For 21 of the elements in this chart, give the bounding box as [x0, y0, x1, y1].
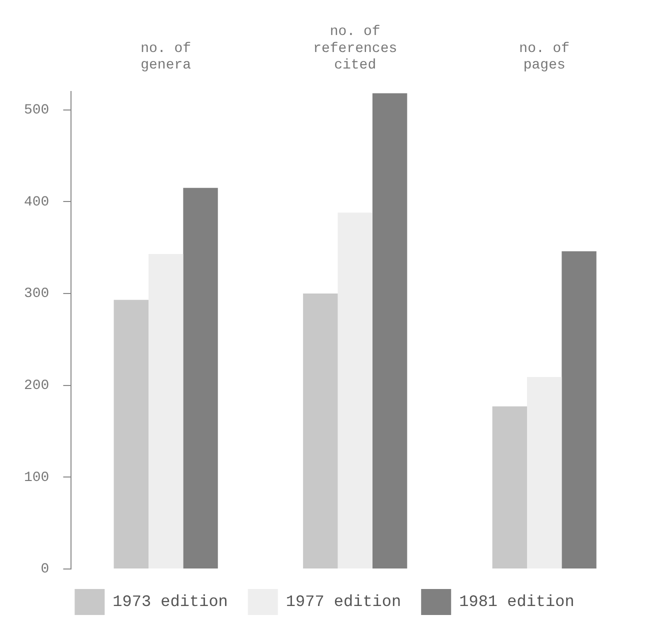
bar — [372, 93, 408, 568]
y-tick-label: 200 — [24, 378, 50, 394]
x-tick-label: no. of genera — [140, 40, 192, 74]
bar — [527, 377, 562, 568]
bar — [148, 254, 184, 568]
y-tick-label: 100 — [24, 470, 50, 486]
legend-label: 1981 edition — [459, 593, 574, 612]
bar — [338, 212, 372, 568]
bar — [183, 188, 218, 568]
y-tick-label: 300 — [24, 286, 50, 302]
bar — [492, 406, 528, 568]
bar — [562, 251, 596, 568]
x-tick-label: no. of pages — [519, 40, 570, 74]
legend-label: 1973 edition — [112, 593, 228, 612]
y-tick-label: 400 — [24, 194, 50, 210]
y-tick-label: 500 — [24, 102, 50, 118]
x-tick-label: no. of references cited — [313, 24, 398, 74]
bar — [114, 300, 148, 568]
legend-label: 1977 edition — [286, 593, 402, 612]
bar — [303, 293, 338, 568]
y-tick-label: 0 — [40, 562, 50, 578]
